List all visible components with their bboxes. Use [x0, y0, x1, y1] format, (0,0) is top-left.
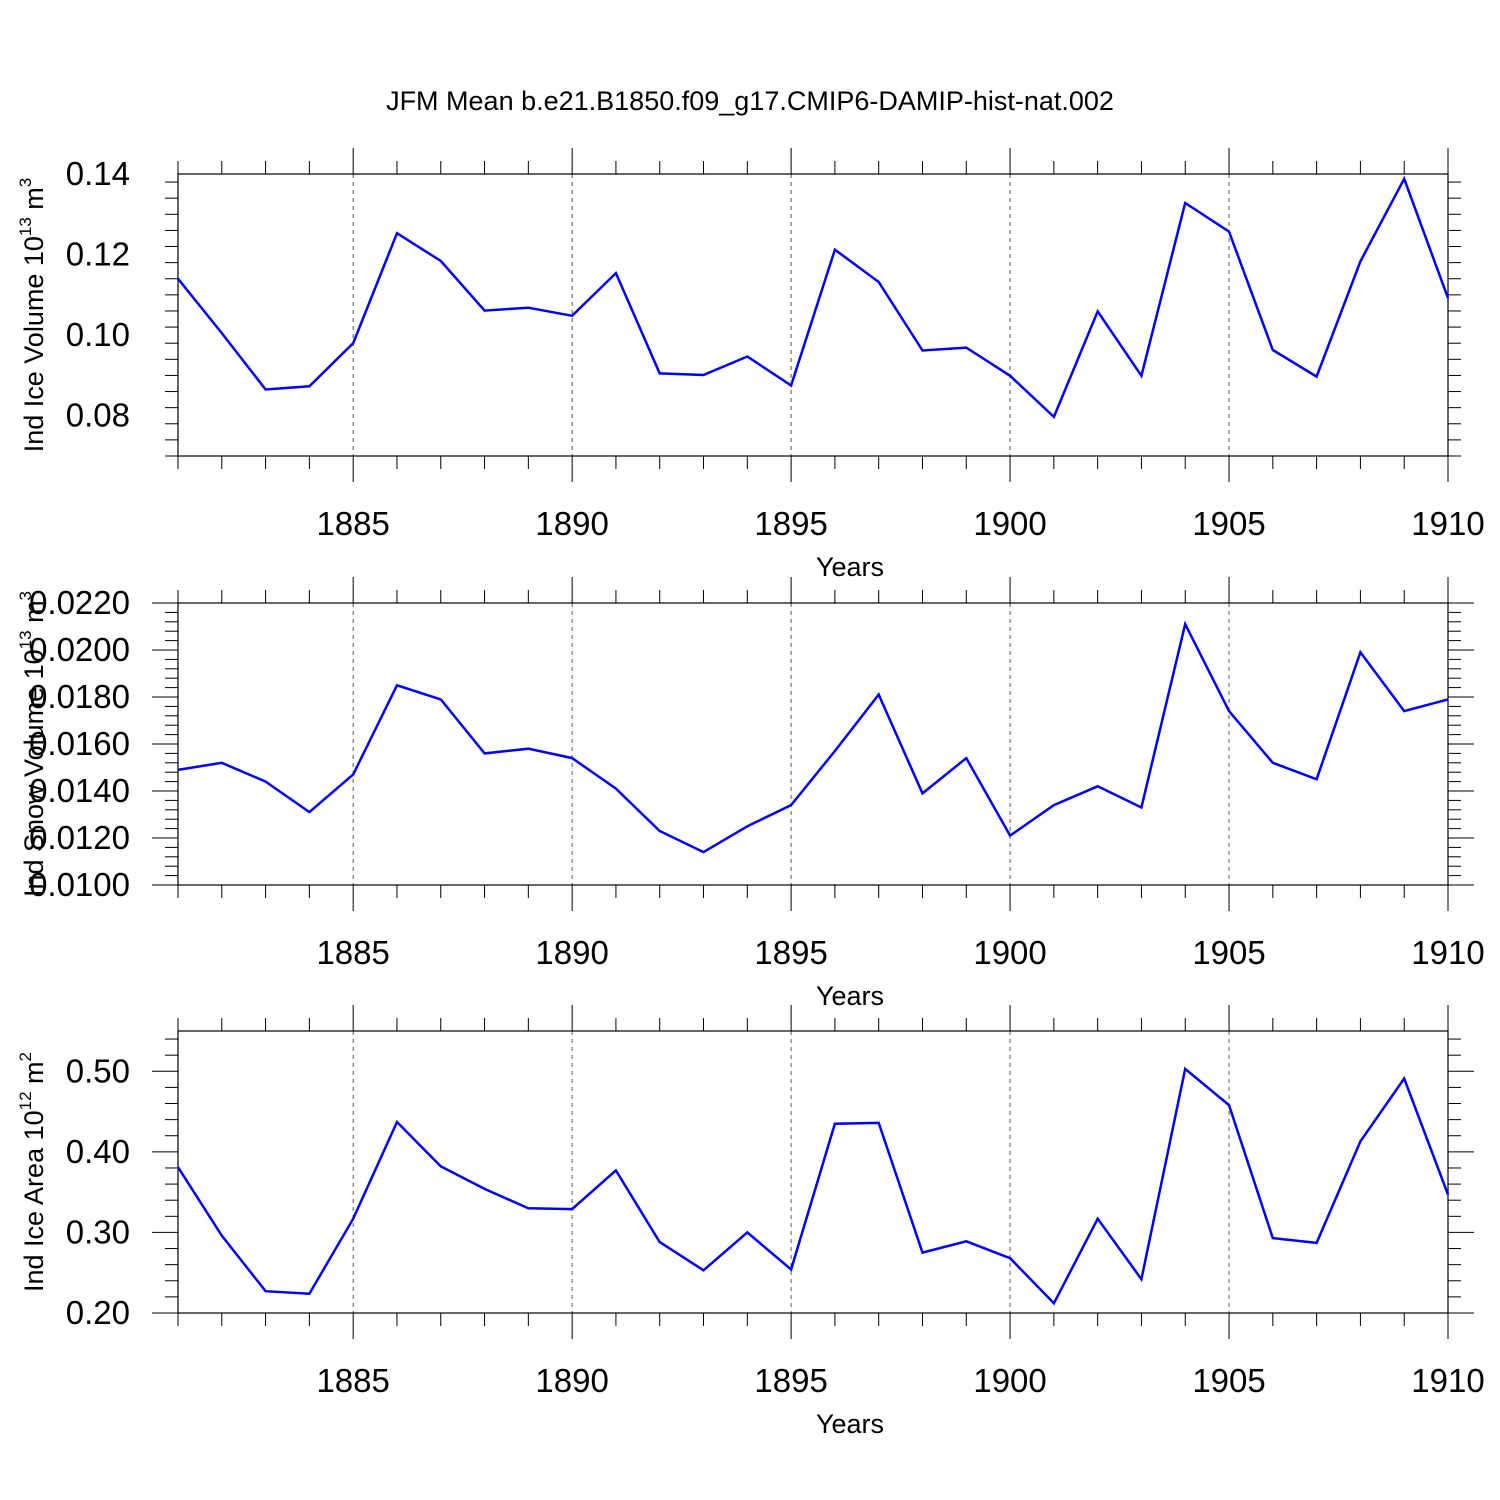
- y-tick-label: 0.14: [66, 155, 130, 192]
- ice-volume-line: [177, 175, 1450, 420]
- x-tick-label: 1890: [535, 1362, 608, 1399]
- x-tick-label: 1905: [1192, 934, 1265, 971]
- y-tick-label: 0.0140: [29, 772, 130, 809]
- x-tick-label: 1890: [535, 934, 608, 971]
- x-tick-label: 1910: [1411, 505, 1484, 542]
- panel-ice-area: 0.20 0.30 0.40 0.50 1885 1890 1895 1900 1905 191…: [16, 1005, 1485, 1439]
- x-tick-label: 1890: [535, 505, 608, 542]
- x-tick-label: 1895: [754, 1362, 827, 1399]
- y-tick-label: 0.50: [66, 1052, 130, 1089]
- plot-frame: [177, 1030, 1449, 1314]
- x-tick-label: 1885: [316, 505, 389, 542]
- x-tick-label: 1910: [1411, 934, 1484, 971]
- figure-title: JFM Mean b.e21.B1850.f09_g17.CMIP6-DAMIP…: [386, 86, 1114, 116]
- x-tick-label: 1900: [973, 1362, 1046, 1399]
- x-tick-label: 1905: [1192, 505, 1265, 542]
- plot-frame: [177, 173, 1449, 457]
- x-axis-label: Years: [816, 981, 884, 1011]
- y-tick-label: 0.0160: [29, 725, 130, 762]
- x-tick-label: 1900: [973, 505, 1046, 542]
- y-tick-label: 0.0180: [29, 678, 130, 715]
- y-tick-label: 0.0120: [29, 819, 130, 856]
- y-tick-label: 0.0200: [29, 631, 130, 668]
- y-axis-label: Ind Snow Volume 1013 m3: [16, 591, 49, 897]
- y-tick-label: 0.08: [66, 397, 130, 434]
- y-tick-label: 0.40: [66, 1133, 130, 1170]
- y-tick-label: 0.0100: [29, 866, 130, 903]
- x-axis-label: Years: [816, 552, 884, 582]
- y-tick-label: 0.12: [66, 236, 130, 273]
- x-tick-label: 1895: [754, 505, 827, 542]
- x-tick-label: 1885: [316, 934, 389, 971]
- y-axis-label: Ind Ice Area 1012 m2: [16, 1052, 49, 1292]
- snow-volume-line: [177, 620, 1449, 854]
- x-tick-label: 1905: [1192, 1362, 1265, 1399]
- plot-frame: [177, 602, 1449, 886]
- y-tick-label: 0.0220: [29, 584, 130, 621]
- x-tick-label: 1895: [754, 934, 827, 971]
- x-tick-label: 1910: [1411, 1362, 1484, 1399]
- panel-ice-volume: 0.08 0.10 0.12 0.14 1885 1890 1895 1900 1905 191…: [16, 148, 1485, 582]
- panel-snow-volume: 0.0100 0.0120 0.0140 0.0160 0.0180 0.0200 0.02…: [16, 577, 1485, 1011]
- x-axis-label: Years: [816, 1409, 884, 1439]
- x-tick-label: 1900: [973, 934, 1046, 971]
- y-axis-label: Ind Ice Volume 1013 m3: [16, 178, 49, 453]
- x-tick-label: 1885: [316, 1362, 389, 1399]
- y-tick-label: 0.30: [66, 1213, 130, 1250]
- y-tick-label: 0.10: [66, 316, 130, 353]
- y-tick-label: 0.20: [66, 1294, 130, 1331]
- ice-area-line: [176, 1066, 1450, 1306]
